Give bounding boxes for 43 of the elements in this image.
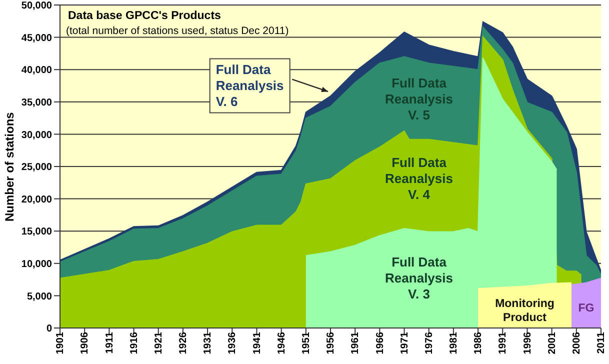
series-label: Full Data Reanalysis V. 5 bbox=[385, 75, 453, 122]
y-tick-label: 15,000 bbox=[21, 226, 52, 238]
x-tick-label: 1921 bbox=[153, 332, 164, 354]
x-tick-label: 1911 bbox=[104, 332, 116, 354]
x-tick-label: 1971 bbox=[399, 332, 410, 354]
x-tick-label: 1901 bbox=[55, 332, 66, 354]
x-tick-label: 2011 bbox=[596, 332, 608, 354]
x-tick-label: 1936 bbox=[227, 332, 238, 354]
x-tick-label: 1976 bbox=[424, 332, 435, 354]
x-tick-label: 1986 bbox=[473, 332, 484, 354]
x-tick-label: 1906 bbox=[80, 332, 91, 354]
series-label: Full Data Reanalysis V. 4 bbox=[385, 154, 453, 202]
x-tick-label: 2001 bbox=[546, 332, 558, 354]
x-tick-label: 1956 bbox=[326, 332, 337, 354]
x-tick-label: 1961 bbox=[350, 332, 362, 354]
text: (total number of stations used, status Dec 2011) bbox=[66, 25, 289, 37]
x-tick-label: 1941 bbox=[252, 332, 263, 354]
series-label: Full Data Reanalysis V. 6 bbox=[216, 62, 284, 109]
y-axis-title: Number of stations bbox=[2, 112, 16, 222]
x-tick-label: 1926 bbox=[178, 332, 190, 354]
chart-title: Data base GPCC's Products bbox=[68, 10, 221, 22]
x-tick-label: 2006 bbox=[572, 332, 583, 354]
y-tick-label: 30,000 bbox=[21, 130, 52, 141]
x-tick-label: 1996 bbox=[522, 332, 534, 354]
y-tick-label: 20,000 bbox=[21, 194, 52, 206]
series-label: FG bbox=[578, 302, 594, 314]
x-tick-label: 1966 bbox=[374, 332, 386, 354]
series-label: Monitoring Product bbox=[495, 298, 554, 324]
y-tick-label: 50,000 bbox=[21, 0, 52, 12]
x-tick-label: 1981 bbox=[448, 332, 460, 354]
x-tick-label: 1946 bbox=[276, 332, 288, 354]
y-tick-label: 5,000 bbox=[26, 291, 52, 302]
y-tick-label: 0 bbox=[46, 324, 52, 335]
y-tick-label: 40,000 bbox=[21, 65, 52, 76]
x-tick-label: 1931 bbox=[202, 332, 214, 354]
y-tick-label: 45,000 bbox=[21, 32, 52, 44]
y-tick-label: 10,000 bbox=[21, 258, 52, 270]
y-tick-label: 25,000 bbox=[21, 162, 52, 174]
x-tick-label: 1916 bbox=[128, 332, 140, 354]
y-tick-label: 35,000 bbox=[21, 97, 52, 108]
x-tick-label: 1951 bbox=[301, 332, 312, 354]
series-label: Full Data Reanalysis V. 3 bbox=[385, 254, 453, 302]
x-tick-label: 1991 bbox=[498, 332, 509, 354]
